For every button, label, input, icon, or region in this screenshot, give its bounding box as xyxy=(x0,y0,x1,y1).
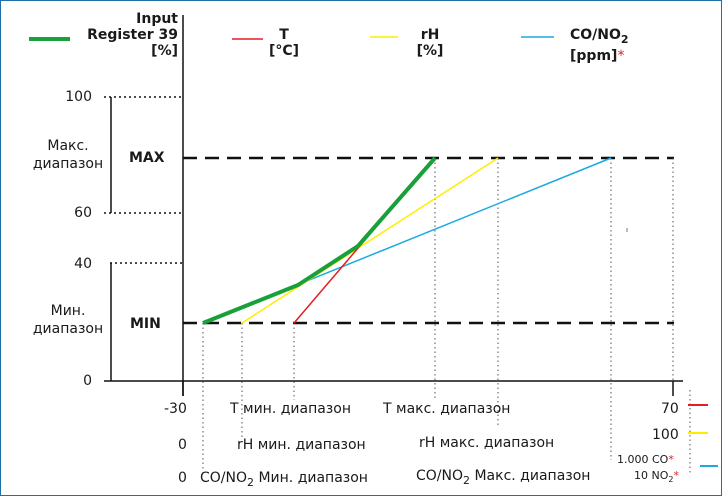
x-row2-left: 0 xyxy=(178,437,187,453)
x-row3-right-co: 1.000 CO* xyxy=(617,453,674,466)
legend-t-label: T [°C] xyxy=(268,27,300,59)
legend-rh-label: rH [%] xyxy=(416,27,444,59)
x-row2-max: rH макс. диапазон xyxy=(419,435,555,451)
x-row3-max: CO/NO2 Макс. диапазон xyxy=(416,468,591,487)
input-register-39-line xyxy=(202,156,437,325)
legend-co-no2-label: CO/NO2 [ppm]* xyxy=(570,27,629,64)
x-row3-right-no2: 10 NO2* xyxy=(634,469,679,485)
y-tick-0: 0 xyxy=(83,373,92,389)
x-row1-min: T мин. диапазон xyxy=(230,401,351,417)
x-row1-right: 70 xyxy=(661,401,679,417)
x-row3-left: 0 xyxy=(178,470,187,486)
min-range-label: Мин. диапазон xyxy=(32,303,104,337)
y-tick-40: 40 xyxy=(74,256,92,272)
x-row1-max: T макс. диапазон xyxy=(383,401,511,417)
legend-input-title: Input Register 39 [%] xyxy=(87,11,178,59)
x-row2-min: rH мин. диапазон xyxy=(237,437,366,453)
x-row3-min: CO/NO2 Мин. диапазон xyxy=(200,470,368,489)
max-label: MAX xyxy=(129,150,165,166)
x-row2-right: 100 xyxy=(652,427,679,443)
rh-line xyxy=(241,157,499,324)
max-range-label: Макс. диапазон xyxy=(32,138,104,172)
x-row1-left: -30 xyxy=(164,401,187,417)
min-label: MIN xyxy=(130,316,161,332)
y-tick-100: 100 xyxy=(65,89,92,105)
y-tick-60: 60 xyxy=(74,205,92,221)
